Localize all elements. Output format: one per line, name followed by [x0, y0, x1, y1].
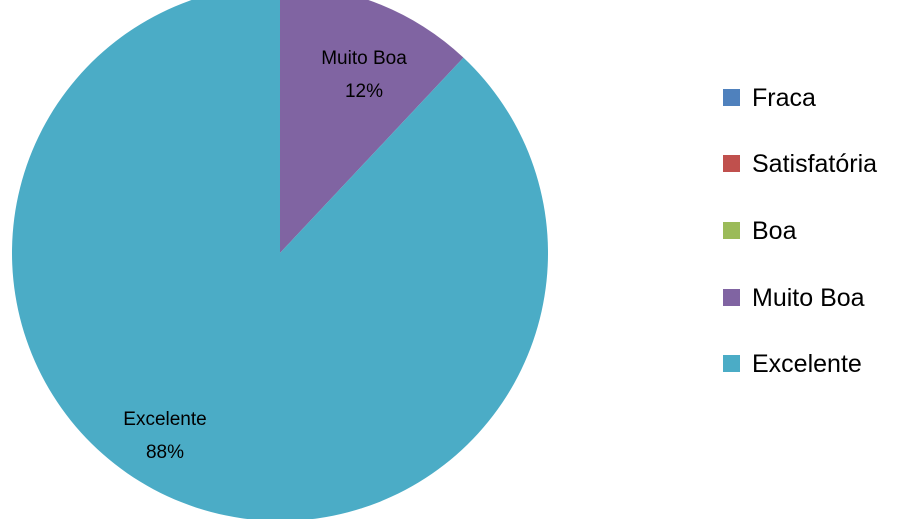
legend-swatch-satisfatoria [723, 155, 740, 172]
slice-label-excelente: Excelente 88% [123, 409, 206, 463]
slice-label-muito-boa-name: Muito Boa [321, 48, 407, 69]
legend: Fraca Satisfatória Boa Muito Boa Excelen… [723, 84, 877, 378]
legend-swatch-boa [723, 222, 740, 239]
legend-item-satisfatoria: Satisfatória [723, 150, 877, 178]
legend-label-fraca: Fraca [752, 84, 816, 112]
legend-item-excelente: Excelente [723, 350, 862, 378]
legend-item-fraca: Fraca [723, 84, 816, 112]
pie-slice-excelente [12, 0, 548, 519]
legend-label-boa: Boa [752, 217, 797, 245]
legend-item-muito-boa: Muito Boa [723, 284, 865, 312]
legend-label-satisfatoria: Satisfatória [752, 150, 877, 178]
slice-label-excelente-name: Excelente [123, 409, 206, 430]
slice-label-muito-boa-percent: 12% [345, 81, 383, 102]
legend-swatch-excelente [723, 355, 740, 372]
slice-label-excelente-percent: 88% [146, 442, 184, 463]
legend-swatch-muito-boa [723, 289, 740, 306]
pie-slices [12, 0, 548, 519]
legend-item-boa: Boa [723, 217, 797, 245]
slice-label-muito-boa: Muito Boa 12% [321, 48, 407, 102]
legend-label-muito-boa: Muito Boa [752, 284, 865, 312]
pie-slice-muito-boa [280, 0, 464, 253]
legend-swatch-fraca [723, 89, 740, 106]
legend-label-excelente: Excelente [752, 350, 862, 378]
